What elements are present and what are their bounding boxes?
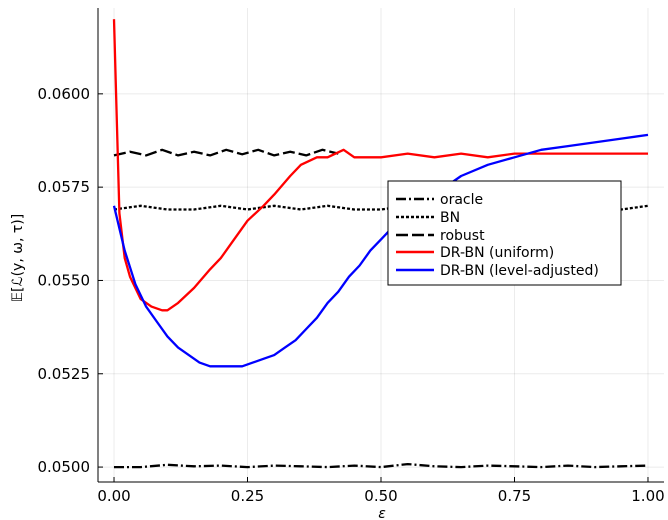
y-tick-label: 0.0525 bbox=[38, 365, 91, 383]
series-line-dr-bn-level-adjusted bbox=[112, 133, 649, 368]
plot-lines bbox=[112, 19, 649, 469]
y-axis-label: 𝔼[ℒ(y, ω, τ)] bbox=[10, 214, 26, 302]
legend-entry-oracle: oracle bbox=[396, 192, 483, 208]
series-line-dr-bn-uniform bbox=[112, 19, 648, 312]
legend-label-oracle: oracle bbox=[440, 192, 483, 208]
legend-entry-dr-bn-uniform: DR-BN (uniform) bbox=[396, 245, 554, 261]
y-tick-label: 0.0500 bbox=[38, 458, 91, 476]
legend-label-robust: robust bbox=[440, 228, 485, 244]
x-tick-label: 0.50 bbox=[364, 487, 397, 505]
x-tick-label: 0.00 bbox=[97, 487, 130, 505]
y-tick-label: 0.0575 bbox=[38, 178, 91, 196]
y-tick-label: 0.0600 bbox=[38, 85, 91, 103]
x-tick-label: 0.75 bbox=[498, 487, 531, 505]
legend-entry-dr-bn-level-adjusted: DR-BN (level-adjusted) bbox=[396, 263, 599, 279]
x-tick-label: 1.00 bbox=[631, 487, 664, 505]
legend-label-dr-bn-level-adjusted: DR-BN (level-adjusted) bbox=[440, 263, 599, 279]
legend-entry-robust: robust bbox=[396, 228, 485, 244]
y-tick-label: 0.0550 bbox=[38, 271, 91, 289]
series-line-robust bbox=[113, 148, 339, 157]
ticks: 0.00 0.25 0.50 0.75 1.00 0.0500 0.0525 0.0550 0.… bbox=[38, 85, 665, 505]
legend-label-dr-bn-uniform: DR-BN (uniform) bbox=[440, 245, 554, 261]
legend-entry-bn: BN bbox=[396, 210, 460, 226]
x-axis-label: ε bbox=[378, 506, 386, 520]
legend-label-bn: BN bbox=[440, 210, 460, 226]
legend-box bbox=[387, 180, 622, 286]
legend: oracle BN robust DR-BN (uniform) DR-BN (… bbox=[387, 180, 622, 286]
series-line-oracle bbox=[114, 462, 649, 469]
x-tick-label: 0.25 bbox=[231, 487, 264, 505]
